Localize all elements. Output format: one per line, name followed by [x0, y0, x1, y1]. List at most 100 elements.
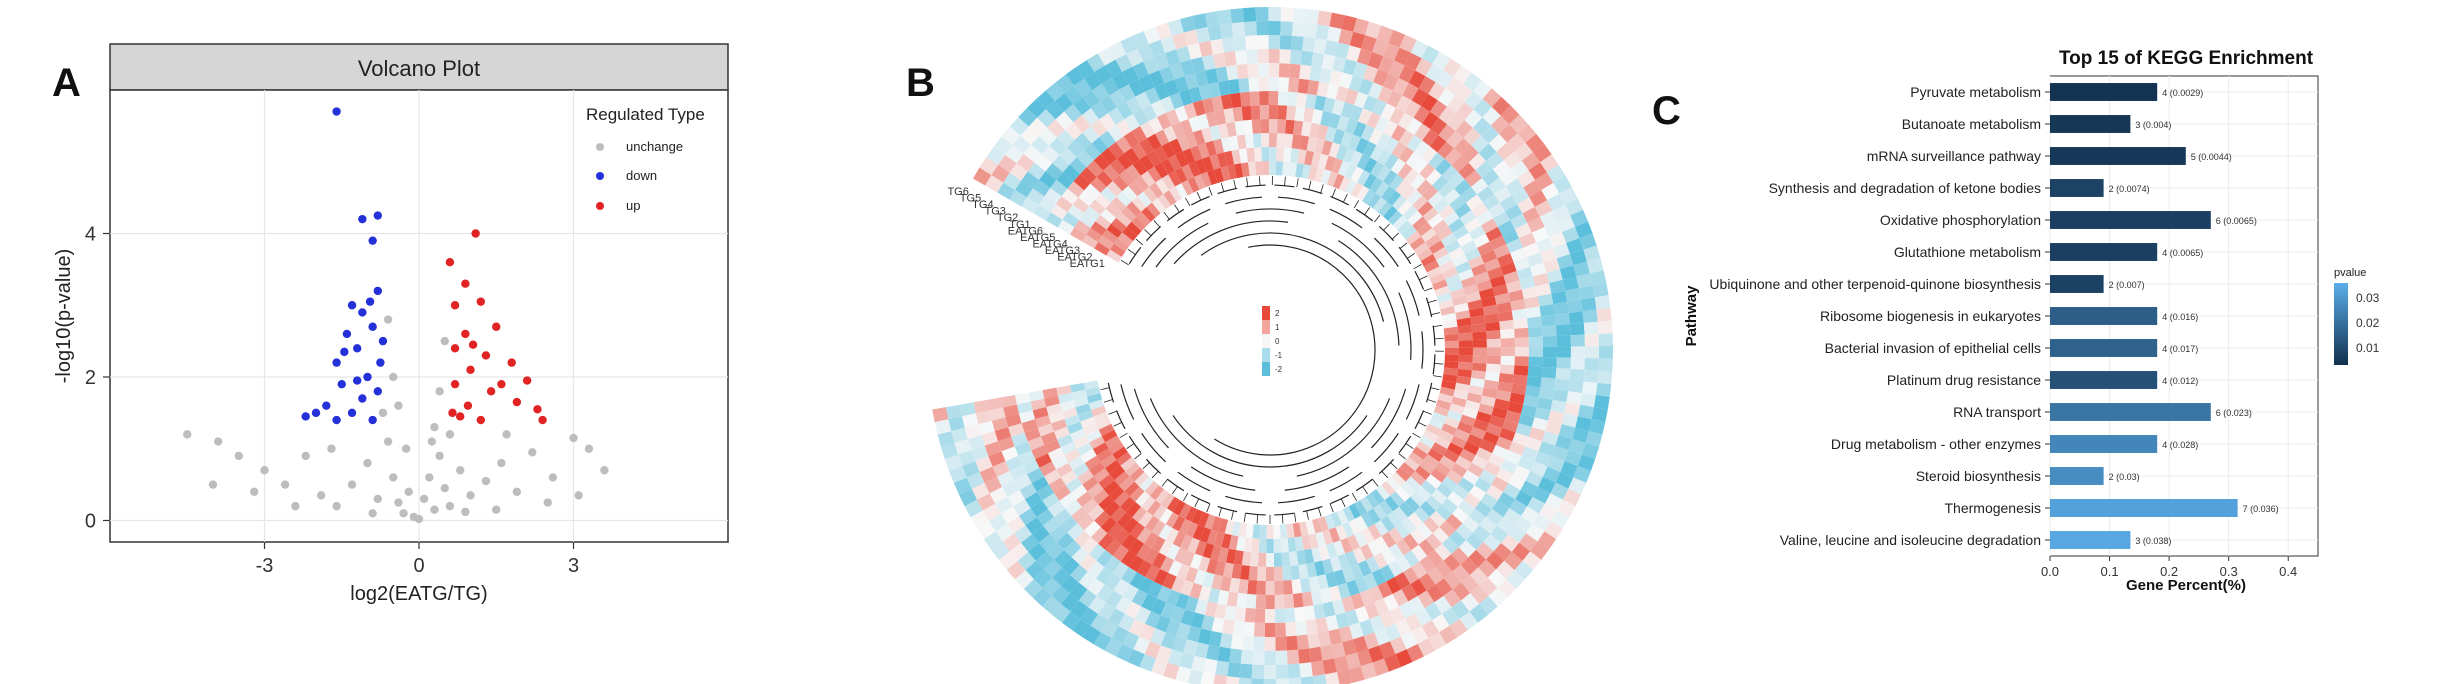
- heatmap-cell: [1517, 170, 1536, 188]
- heatmap-cell: [1078, 571, 1096, 590]
- heatmap-cell: [1348, 134, 1362, 151]
- heatmap-cell: [1139, 154, 1155, 171]
- heatmap-cell: [1356, 185, 1370, 202]
- heatmap-cell: [1275, 161, 1284, 176]
- heatmap-cell: [1444, 333, 1459, 342]
- heatmap-cell: [1567, 299, 1583, 313]
- dendrogram-branch: [1398, 435, 1412, 454]
- heatmap-cell: [1333, 540, 1346, 557]
- kegg-category-label: Glutathione metabolism: [1894, 244, 2041, 260]
- heatmap-cell: [1179, 89, 1193, 106]
- heatmap-cell: [1113, 237, 1130, 252]
- heatmap-cell: [1458, 540, 1476, 558]
- heatmap-cell: [1051, 603, 1071, 623]
- heatmap-cell: [1061, 407, 1078, 419]
- heatmap-cell: [1383, 169, 1398, 186]
- heatmap-cell: [1101, 77, 1119, 96]
- heatmap-cell: [1128, 180, 1144, 197]
- heatmap-cell: [1432, 175, 1449, 192]
- kegg-colorbar-gradient: [2334, 283, 2348, 365]
- heatmap-cell: [1376, 485, 1391, 501]
- heatmap-cell: [1513, 257, 1531, 272]
- heatmap-cell: [1313, 603, 1326, 620]
- heatmap-cell: [1049, 524, 1068, 543]
- heatmap-cell: [1415, 608, 1432, 627]
- volcano-point-down: [363, 372, 372, 382]
- heatmap-cell: [1108, 141, 1125, 159]
- heatmap-cell: [1538, 441, 1556, 457]
- heatmap-cell: [1475, 542, 1494, 560]
- heatmap-cell: [1268, 77, 1279, 92]
- heatmap-cell: [1082, 125, 1100, 144]
- heatmap-cell: [1375, 181, 1390, 198]
- heatmap-cell: [1332, 128, 1345, 145]
- heatmap-cell: [1238, 522, 1248, 538]
- dendrogram-leaf: [1405, 443, 1414, 449]
- heatmap-cell: [1412, 157, 1429, 174]
- heatmap-cell: [1050, 204, 1068, 220]
- heatmap-cell: [1291, 21, 1306, 37]
- heatmap-cell: [1197, 628, 1212, 645]
- volcano-point-unchange: [430, 505, 439, 514]
- heatmap-cell: [1303, 107, 1315, 123]
- heatmap-cell: [1408, 70, 1426, 89]
- heatmap-cell: [1472, 355, 1487, 364]
- heatmap-cell: [1000, 506, 1019, 524]
- heatmap-cell: [1565, 288, 1581, 302]
- heatmap-cell: [1198, 585, 1212, 602]
- heatmap-cell: [1264, 608, 1276, 623]
- heatmap-cell: [1257, 63, 1269, 78]
- heatmap-cell: [1315, 24, 1330, 41]
- heatmap-cell: [1245, 593, 1257, 609]
- heatmap-cell: [1108, 41, 1127, 60]
- heatmap-cell: [1193, 569, 1207, 586]
- dendrogram-branch: [1190, 195, 1210, 206]
- heatmap-cell: [982, 503, 1001, 522]
- heatmap-cell: [1455, 83, 1474, 103]
- heatmap-cell: [1564, 450, 1582, 467]
- heatmap-cell: [1161, 142, 1176, 159]
- heatmap-cell: [1476, 279, 1493, 292]
- heatmap-cell: [991, 164, 1010, 183]
- heatmap-cell: [1007, 490, 1025, 507]
- heatmap-cell: [1472, 117, 1491, 136]
- heatmap-cell: [977, 521, 996, 540]
- heatmap-cell: [1307, 79, 1320, 96]
- heatmap-cell: [1236, 134, 1247, 150]
- heatmap-colorbar-high: [1262, 306, 1270, 320]
- heatmap-cell: [1332, 173, 1345, 190]
- heatmap-cell: [1059, 147, 1077, 165]
- heatmap-cell: [1281, 552, 1291, 567]
- heatmap-cell: [1161, 158, 1175, 175]
- heatmap-cell: [1510, 213, 1528, 230]
- kegg-bar: [2050, 115, 2131, 133]
- heatmap-cell: [1568, 380, 1584, 394]
- heatmap-cell: [1143, 57, 1160, 75]
- heatmap-cell: [1392, 215, 1408, 230]
- heatmap-cell: [1275, 650, 1288, 665]
- heatmap-cell: [1117, 232, 1134, 247]
- heatmap-cell: [1523, 296, 1540, 309]
- heatmap-cell: [1080, 607, 1099, 626]
- dendrogram-leaf: [1430, 387, 1440, 391]
- heatmap-cell: [1451, 462, 1468, 478]
- heatmap-cell: [1504, 551, 1523, 571]
- heatmap-cell: [1187, 176, 1200, 193]
- heatmap-cell: [1001, 126, 1021, 146]
- heatmap-cell: [1332, 598, 1346, 616]
- dendrogram-branch: [1370, 388, 1407, 449]
- heatmap-cell: [1226, 676, 1240, 684]
- heatmap-cell: [1416, 222, 1433, 237]
- heatmap-cell: [1031, 135, 1050, 154]
- volcano-point-unchange: [291, 501, 300, 511]
- heatmap-cell: [1502, 419, 1519, 433]
- heatmap-cell: [1062, 164, 1080, 182]
- heatmap-cell: [1053, 426, 1070, 440]
- heatmap-cell: [1060, 441, 1077, 456]
- kegg-category-label: Ribosome biogenesis in eukaryotes: [1820, 308, 2041, 324]
- heatmap-cell: [962, 413, 979, 428]
- volcano-point-up: [507, 358, 516, 367]
- heatmap-cell: [1183, 29, 1199, 47]
- heatmap-cell: [1131, 216, 1147, 232]
- heatmap-cell: [1247, 579, 1258, 595]
